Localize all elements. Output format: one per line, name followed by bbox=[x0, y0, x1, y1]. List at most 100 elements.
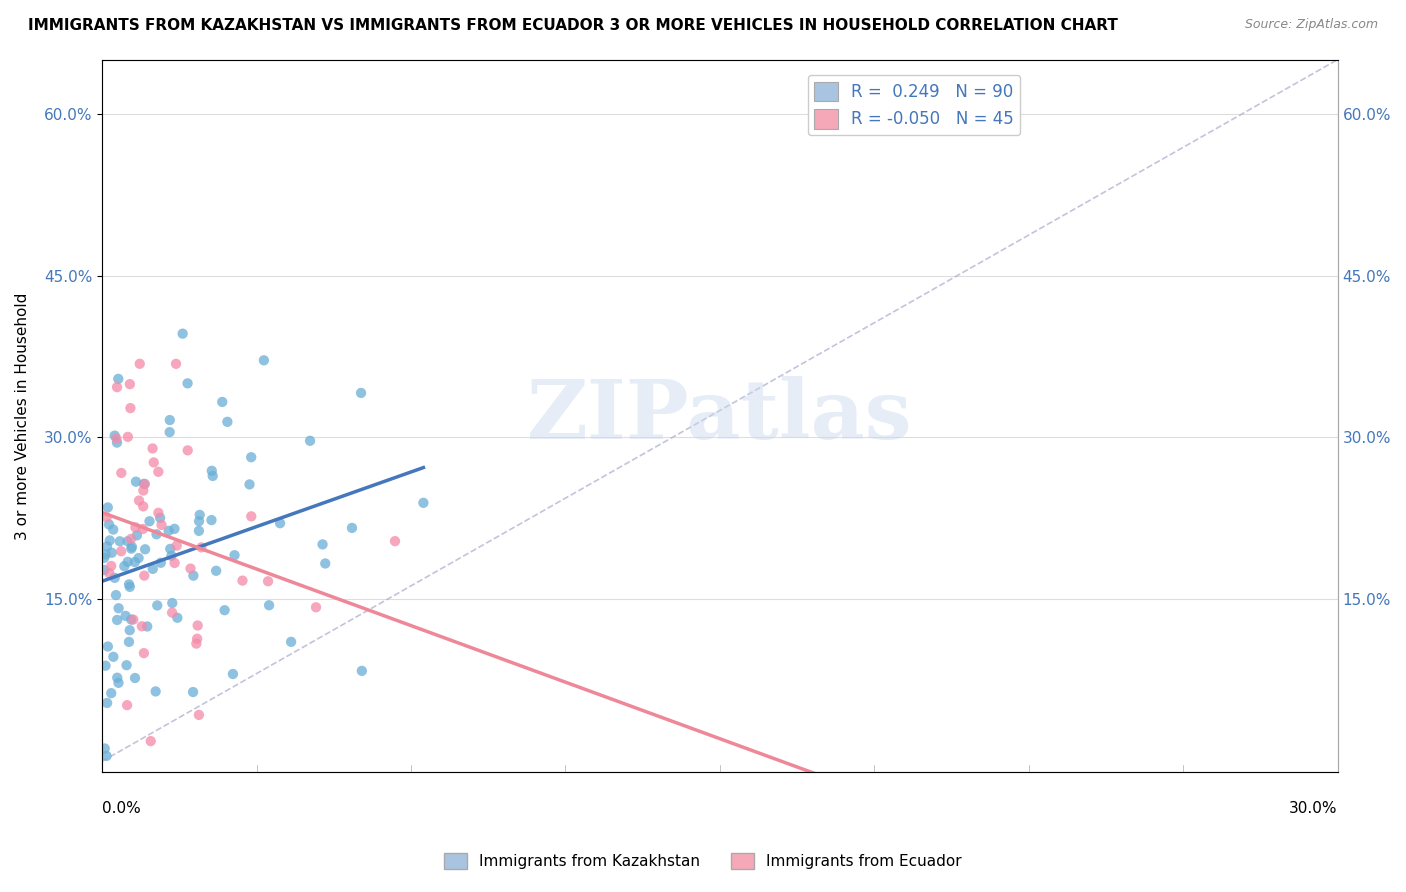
Point bbox=[98, 517, 121, 532]
Point bbox=[142, 562, 165, 576]
Point bbox=[120, 532, 142, 546]
Point bbox=[412, 496, 434, 510]
Point bbox=[110, 544, 132, 558]
Point bbox=[139, 734, 162, 748]
Point bbox=[224, 548, 246, 562]
Point bbox=[118, 635, 141, 649]
Point bbox=[176, 376, 198, 391]
Point bbox=[124, 671, 146, 685]
Point bbox=[148, 506, 170, 520]
Point bbox=[125, 528, 148, 542]
Point bbox=[124, 555, 146, 569]
Point bbox=[93, 563, 115, 577]
Point bbox=[166, 539, 188, 553]
Point bbox=[148, 465, 170, 479]
Point bbox=[214, 603, 236, 617]
Point bbox=[105, 435, 128, 450]
Point bbox=[188, 508, 211, 522]
Point bbox=[118, 580, 141, 594]
Point bbox=[145, 527, 167, 541]
Point bbox=[231, 574, 253, 588]
Point bbox=[105, 671, 128, 685]
Point bbox=[115, 698, 138, 713]
Point bbox=[117, 430, 139, 444]
Point bbox=[120, 401, 142, 416]
Point bbox=[160, 606, 183, 620]
Point bbox=[163, 556, 186, 570]
Point bbox=[132, 500, 155, 514]
Point bbox=[305, 600, 328, 615]
Point bbox=[186, 637, 208, 651]
Point bbox=[269, 516, 291, 531]
Point bbox=[159, 425, 181, 439]
Point bbox=[340, 521, 363, 535]
Point bbox=[120, 613, 142, 627]
Point bbox=[100, 558, 122, 573]
Point bbox=[132, 476, 155, 491]
Point bbox=[98, 566, 121, 580]
Point bbox=[94, 658, 117, 673]
Point bbox=[157, 524, 180, 538]
Point bbox=[132, 483, 155, 498]
Point bbox=[187, 618, 209, 632]
Point bbox=[120, 541, 142, 556]
Point bbox=[217, 415, 239, 429]
Point bbox=[166, 611, 188, 625]
Point bbox=[142, 455, 165, 469]
Point bbox=[128, 551, 150, 566]
Point bbox=[97, 500, 120, 515]
Point bbox=[179, 561, 201, 575]
Text: 0.0%: 0.0% bbox=[103, 801, 141, 815]
Text: Source: ZipAtlas.com: Source: ZipAtlas.com bbox=[1244, 18, 1378, 31]
Point bbox=[240, 509, 263, 524]
Point bbox=[104, 428, 127, 442]
Point bbox=[163, 522, 186, 536]
Point bbox=[149, 556, 172, 570]
Point bbox=[201, 469, 224, 483]
Point bbox=[188, 514, 211, 528]
Text: ZIPatlas: ZIPatlas bbox=[527, 376, 912, 456]
Point bbox=[384, 534, 406, 549]
Point bbox=[159, 541, 181, 556]
Point bbox=[280, 635, 302, 649]
Point bbox=[118, 577, 141, 591]
Point bbox=[159, 413, 181, 427]
Point bbox=[200, 513, 222, 527]
Point bbox=[103, 523, 125, 537]
Point bbox=[107, 372, 129, 386]
Point bbox=[115, 658, 138, 673]
Point bbox=[142, 442, 165, 456]
Point bbox=[100, 546, 122, 560]
Point bbox=[128, 493, 150, 508]
Point bbox=[186, 632, 208, 646]
Point bbox=[132, 522, 155, 536]
Point bbox=[160, 549, 183, 563]
Point bbox=[122, 613, 145, 627]
Point bbox=[110, 466, 132, 480]
Point bbox=[96, 748, 118, 763]
Point bbox=[125, 475, 148, 489]
Point bbox=[187, 707, 209, 722]
Point bbox=[132, 646, 155, 660]
Legend: R =  0.249   N = 90, R = -0.050   N = 45: R = 0.249 N = 90, R = -0.050 N = 45 bbox=[807, 75, 1021, 136]
Point bbox=[107, 601, 129, 615]
Point bbox=[238, 477, 260, 491]
Point bbox=[96, 510, 118, 524]
Point bbox=[350, 664, 373, 678]
Text: IMMIGRANTS FROM KAZAKHSTAN VS IMMIGRANTS FROM ECUADOR 3 OR MORE VEHICLES IN HOUS: IMMIGRANTS FROM KAZAKHSTAN VS IMMIGRANTS… bbox=[28, 18, 1118, 33]
Point bbox=[112, 559, 135, 574]
Point bbox=[146, 599, 169, 613]
Text: 30.0%: 30.0% bbox=[1289, 801, 1337, 815]
Point bbox=[124, 520, 146, 534]
Point bbox=[136, 619, 159, 633]
Point bbox=[257, 599, 280, 613]
Point bbox=[104, 588, 127, 602]
Point bbox=[114, 608, 136, 623]
Point bbox=[117, 555, 139, 569]
Point bbox=[311, 537, 333, 551]
Point bbox=[93, 741, 115, 756]
Point bbox=[183, 568, 205, 582]
Point bbox=[240, 450, 263, 465]
Point bbox=[94, 548, 117, 562]
Point bbox=[134, 542, 156, 557]
